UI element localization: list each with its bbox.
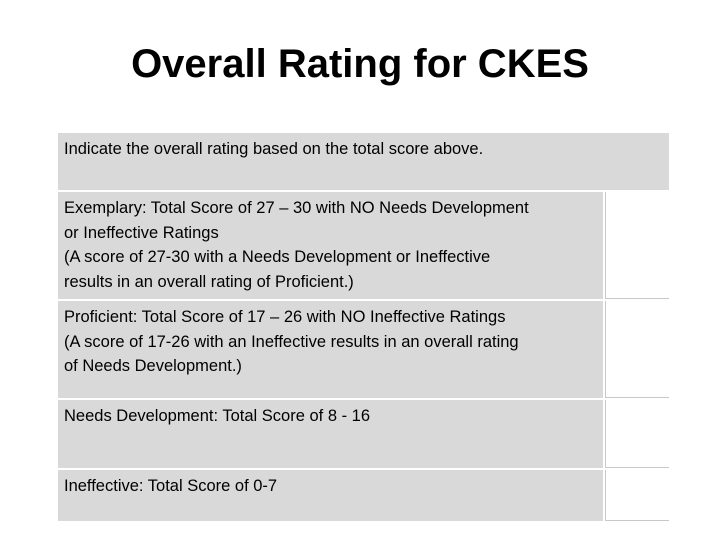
rating-row: Ineffective: Total Score of 0-7 <box>58 470 669 523</box>
header-cell: Indicate the overall rating based on the… <box>58 133 669 190</box>
text-line: or Ineffective Ratings <box>64 223 219 242</box>
header-row: Indicate the overall rating based on the… <box>58 133 669 192</box>
text-line: results in an overall rating of Proficie… <box>64 272 354 291</box>
text-line: Ineffective: Total Score of 0-7 <box>64 477 278 495</box>
rating-table: Indicate the overall rating based on the… <box>58 133 669 523</box>
text-line: Needs Development: Total Score of 8 - 16 <box>64 407 371 425</box>
rating-checkbox <box>605 301 669 398</box>
text-line: (A score of 27-30 with a Needs Developme… <box>64 248 491 266</box>
rating-description: Proficient: Total Score of 17 – 26 with … <box>58 301 603 398</box>
text-line: Exemplary: Total Score of 27 – 30 with N… <box>64 199 529 217</box>
rating-checkbox <box>605 192 669 299</box>
text-line: of Needs Development.) <box>64 357 242 375</box>
rating-row: Needs Development: Total Score of 8 - 16 <box>58 400 669 470</box>
title: Overall Rating for CKES <box>131 42 589 86</box>
text-line: Proficient: Total Score of 17 – 26 with … <box>64 308 506 326</box>
rating-row: Exemplary: Total Score of 27 – 30 with N… <box>58 192 669 301</box>
text-line: (A score of 17-26 with an Ineffective re… <box>64 332 519 351</box>
rating-description: Ineffective: Total Score of 0-7 <box>58 470 603 521</box>
rating-checkbox <box>605 470 669 521</box>
rating-row: Proficient: Total Score of 17 – 26 with … <box>58 301 669 400</box>
rating-description: Needs Development: Total Score of 8 - 16 <box>58 400 603 468</box>
rating-checkbox <box>605 400 669 468</box>
rating-description: Exemplary: Total Score of 27 – 30 with N… <box>58 192 603 299</box>
